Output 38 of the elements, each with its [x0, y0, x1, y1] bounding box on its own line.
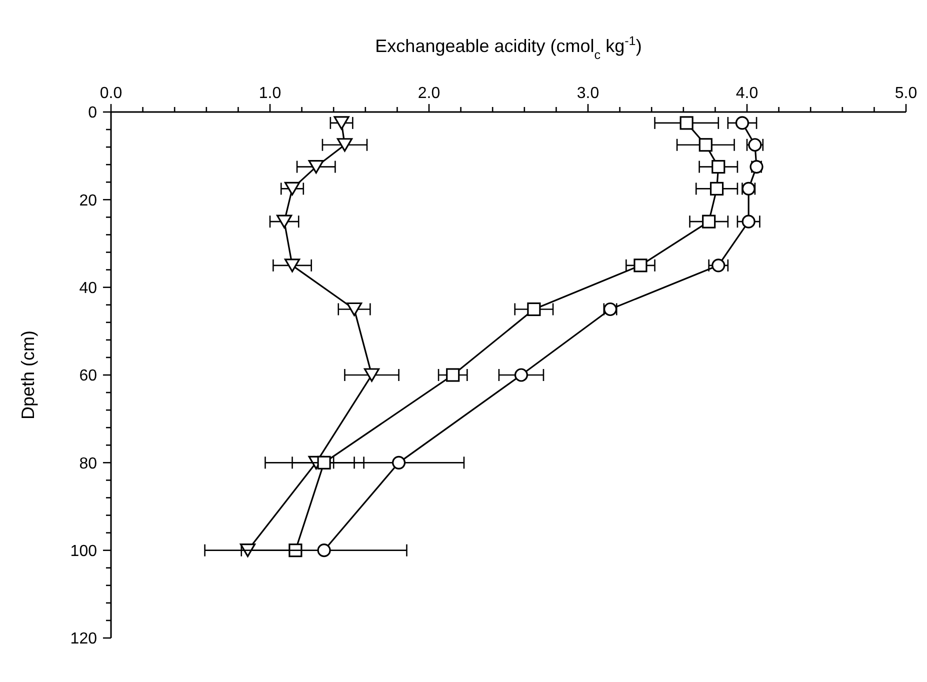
x-tick-label: 5.0: [894, 85, 918, 102]
point: [334, 116, 350, 130]
point: [364, 368, 380, 382]
point: [702, 214, 716, 228]
y-tick-label: 0: [88, 104, 98, 122]
x-tick-label: 0.0: [100, 85, 122, 102]
point: [698, 138, 712, 152]
point: [284, 258, 300, 272]
y-tick-label: 80: [79, 455, 98, 472]
point: [308, 160, 324, 174]
x-tick-label: 3.0: [576, 85, 600, 102]
point: [317, 544, 331, 558]
point: [712, 160, 726, 174]
x-axis-title: Exchangeable acidity (cmol$_{c}$ kg$^{-1}$): [375, 34, 642, 62]
y-tick-label: 120: [70, 630, 98, 648]
point: [634, 258, 648, 272]
y-tick-label: 60: [79, 368, 98, 385]
point: [735, 116, 750, 130]
y-tick-label: 20: [79, 192, 98, 210]
point: [276, 214, 292, 228]
x-tick-label: 1.0: [258, 85, 282, 102]
y-tick-label: 100: [70, 542, 98, 560]
point: [514, 368, 528, 382]
point: [680, 116, 694, 130]
point: [284, 182, 300, 196]
point: [742, 214, 756, 228]
point: [527, 302, 541, 316]
point: [392, 456, 406, 470]
point: [336, 138, 353, 152]
x-tick-label: 2.0: [418, 85, 440, 102]
point: [317, 456, 331, 470]
point: [346, 302, 362, 316]
x-tick-label: 4.0: [736, 85, 758, 102]
point: [446, 368, 460, 382]
point: [712, 258, 726, 272]
point: [710, 182, 724, 196]
y-tick-label: 40: [79, 280, 98, 297]
y-axis-title: Dpeth (cm): [18, 330, 38, 420]
